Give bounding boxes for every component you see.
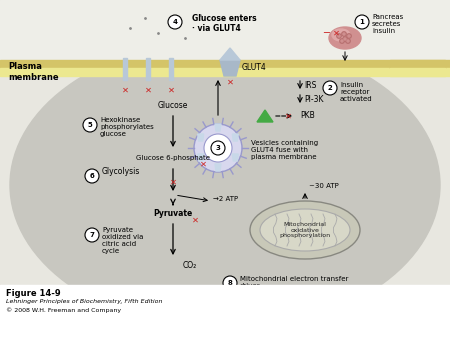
- Circle shape: [344, 38, 346, 40]
- Circle shape: [204, 134, 232, 162]
- Circle shape: [346, 39, 350, 43]
- Polygon shape: [257, 110, 273, 122]
- Circle shape: [342, 32, 346, 36]
- Circle shape: [347, 40, 349, 42]
- Circle shape: [168, 15, 182, 29]
- Circle shape: [343, 37, 347, 41]
- Polygon shape: [232, 134, 239, 141]
- Text: 6: 6: [90, 173, 94, 179]
- Ellipse shape: [250, 201, 360, 259]
- Circle shape: [355, 15, 369, 29]
- Text: ~30 ATP: ~30 ATP: [309, 183, 339, 189]
- Text: © 2008 W.H. Freeman and Company: © 2008 W.H. Freeman and Company: [6, 307, 121, 313]
- Circle shape: [341, 40, 343, 42]
- Text: 5: 5: [88, 122, 92, 128]
- Text: Mitochondrial electron transfer
drives
ATP synthesis: Mitochondrial electron transfer drives A…: [240, 276, 348, 296]
- Polygon shape: [215, 124, 221, 131]
- Text: Vesicles containing
GLUT4 fuse with
plasma membrane: Vesicles containing GLUT4 fuse with plas…: [251, 140, 318, 160]
- Text: 8: 8: [228, 280, 233, 286]
- Text: Glucose 6-phosphate: Glucose 6-phosphate: [136, 155, 210, 161]
- Text: Mitochondrial
oxidative
phosphorylation: Mitochondrial oxidative phosphorylation: [279, 222, 331, 238]
- Circle shape: [347, 34, 351, 38]
- Text: →2 ATP: →2 ATP: [213, 196, 238, 202]
- Circle shape: [337, 34, 341, 38]
- Circle shape: [323, 81, 337, 95]
- Text: Glucose enters
· via GLUT4: Glucose enters · via GLUT4: [192, 14, 256, 33]
- Bar: [169, 58, 173, 80]
- Circle shape: [343, 33, 345, 35]
- Bar: [0, 68, 450, 76]
- Text: Glucose: Glucose: [158, 100, 188, 110]
- Text: PKB: PKB: [300, 112, 315, 121]
- Ellipse shape: [260, 209, 350, 251]
- Text: 3: 3: [216, 145, 220, 151]
- Text: GLUT4: GLUT4: [242, 64, 267, 72]
- Text: 4: 4: [172, 19, 177, 25]
- Bar: [123, 58, 127, 80]
- Text: CO₂: CO₂: [183, 261, 197, 269]
- Polygon shape: [198, 154, 204, 161]
- Text: ✕: ✕: [144, 86, 152, 95]
- Text: Pancreas
secretes
insulin: Pancreas secretes insulin: [372, 14, 403, 34]
- Bar: [0, 0, 450, 60]
- Text: ✕: ✕: [192, 216, 198, 224]
- Text: IRS: IRS: [304, 80, 316, 90]
- Text: Pyruvate
oxidized via
citric acid
cycle: Pyruvate oxidized via citric acid cycle: [102, 227, 144, 254]
- Circle shape: [85, 169, 99, 183]
- Text: ✕: ✕: [170, 177, 176, 187]
- Text: Figure 14-9: Figure 14-9: [6, 289, 61, 298]
- Text: ✕: ✕: [226, 77, 234, 87]
- Text: 7: 7: [90, 232, 94, 238]
- Text: ✕: ✕: [333, 28, 339, 38]
- Circle shape: [340, 39, 344, 43]
- Circle shape: [83, 118, 97, 132]
- Circle shape: [211, 141, 225, 155]
- Bar: [0, 60, 450, 68]
- Text: Pyruvate: Pyruvate: [153, 209, 193, 217]
- Polygon shape: [220, 48, 240, 60]
- Circle shape: [223, 276, 237, 290]
- Text: 2: 2: [328, 85, 333, 91]
- Ellipse shape: [329, 27, 361, 49]
- Ellipse shape: [332, 29, 350, 41]
- Circle shape: [338, 35, 340, 37]
- Text: Plasma
membrane: Plasma membrane: [8, 62, 58, 82]
- Text: ✕: ✕: [167, 86, 175, 95]
- Text: Lehninger Principles of Biochemistry, Fifth Edition: Lehninger Principles of Biochemistry, Fi…: [6, 299, 162, 304]
- Text: ─: ─: [323, 28, 329, 38]
- Bar: [146, 58, 150, 80]
- Circle shape: [348, 35, 350, 37]
- Bar: [0, 285, 450, 338]
- Text: Hexokinase
phosphorylates
glucose: Hexokinase phosphorylates glucose: [100, 117, 154, 137]
- Polygon shape: [198, 134, 204, 141]
- Text: ✕: ✕: [199, 160, 207, 169]
- Polygon shape: [232, 154, 239, 161]
- Polygon shape: [215, 164, 221, 171]
- Ellipse shape: [10, 40, 440, 330]
- Text: Insulin
receptor
activated: Insulin receptor activated: [340, 82, 373, 102]
- Text: PI-3K: PI-3K: [304, 96, 324, 104]
- Text: 1: 1: [360, 19, 364, 25]
- Circle shape: [85, 228, 99, 242]
- Polygon shape: [220, 60, 240, 76]
- Text: ✕: ✕: [122, 86, 129, 95]
- Text: ✕: ✕: [284, 112, 292, 121]
- Text: Glycolysis: Glycolysis: [102, 168, 140, 176]
- Circle shape: [194, 124, 242, 172]
